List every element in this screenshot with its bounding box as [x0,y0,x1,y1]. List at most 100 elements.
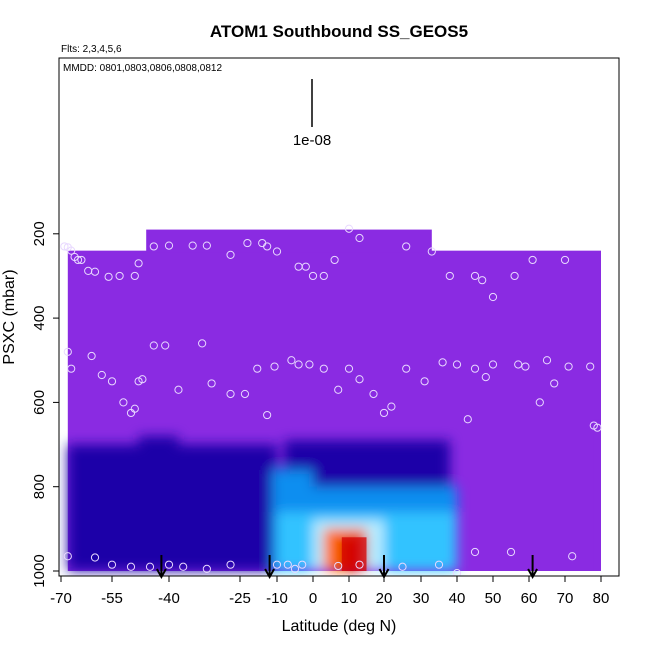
y-tick-label: 1000 [31,554,48,587]
sample-point [344,364,354,373]
x-tick-label: 0 [309,590,317,607]
sample-point [398,562,407,571]
sample-point [126,562,136,571]
y-tick-label: 400 [31,306,48,331]
sample-point [470,547,480,557]
scale-bar-label: 1e-08 [293,132,331,149]
field-background-right [593,419,601,571]
flight-arrow-head [264,568,275,580]
sample-point [226,389,235,399]
sample-point [298,560,307,569]
sample-point [542,356,552,365]
x-tick-label: 20 [376,590,393,607]
sample-point [564,362,573,371]
sample-point [330,255,339,265]
sample-point [305,360,314,369]
sample-point [514,360,523,369]
sample-point [308,271,318,281]
x-tick-label: -25 [229,590,251,607]
sample-point [452,569,462,576]
y-tick-label: 600 [31,390,48,415]
sample-point [427,247,436,256]
x-axis-title: Latitude (deg N) [282,618,397,635]
x-tick-label: -40 [158,590,180,607]
sample-point [488,292,498,302]
x-tick-label: 10 [341,590,358,607]
sample-point [73,255,83,265]
sample-point [379,408,389,418]
sample-point [355,233,364,243]
sample-point [470,364,480,373]
sample-point [145,562,155,571]
x-tick-label: 30 [413,590,430,607]
sample-point [243,238,252,248]
sample-point [488,360,498,369]
sample-point [90,267,100,276]
sample-point [369,389,378,399]
sample-point [63,552,72,561]
field-background-top [146,229,432,253]
sample-point [290,564,300,573]
x-tick-label: 50 [485,590,502,607]
y-tick-label: 800 [31,474,48,499]
sample-point [560,255,570,265]
x-tick-label: -70 [50,590,72,607]
x-tick-label: 80 [593,590,610,607]
sample-point [438,358,447,367]
concentration-field [67,229,602,571]
sample-point [164,241,174,250]
sample-point [202,564,211,573]
sample-point [586,362,595,371]
sample-point [319,364,328,373]
sample-point [263,242,272,251]
sample-point [294,360,303,369]
sample-point [272,560,282,569]
y-tick-label: 200 [31,221,48,246]
field-cell [138,436,179,571]
sample-point [355,375,364,384]
sample-point [528,255,537,265]
sample-point [470,271,480,281]
sample-point [593,423,602,432]
flight-arrow-head [527,568,538,580]
y-axis: 200 400 600 800 1000 [31,221,60,588]
sample-point [287,356,296,365]
sample-point [402,242,411,251]
sample-point [420,377,429,386]
sample-point [226,250,235,259]
x-tick-label: -55 [101,590,123,607]
y-axis-title: PSXC (mbar) [1,269,18,364]
chart-title: ATOM1 Southbound SS_GEOS5 [210,22,468,41]
x-tick-label: 40 [449,590,466,607]
sample-point [164,560,174,569]
sample-point [188,241,197,250]
sample-point [179,562,188,571]
sample-point [263,410,272,420]
sample-point [134,259,143,268]
sample-point [149,341,158,350]
x-tick-label: 70 [557,590,574,607]
sample-point [521,362,530,371]
sample-point [104,272,113,281]
sample-point [63,347,72,356]
sample-point [130,271,139,281]
x-axis: -70 -55 -40 -25 -10 0 10 20 30 40 50 60 70 80 [50,575,610,607]
sample-point [452,360,462,369]
sample-point [240,389,250,399]
sample-point [568,552,577,561]
sample-point [60,242,69,251]
sample-point [478,276,487,285]
sample-point [535,398,544,407]
sample-point [434,560,444,569]
sample-point [67,246,76,255]
sample-point [87,351,96,361]
sample-point [445,271,454,281]
sample-point [138,375,147,384]
flights-note: Flts: 2,3,4,5,6 [61,44,122,55]
sample-point [319,271,328,281]
flight-arrow-head [156,568,167,580]
sample-point [107,377,117,386]
field-core [341,537,367,571]
sample-point [107,560,117,569]
